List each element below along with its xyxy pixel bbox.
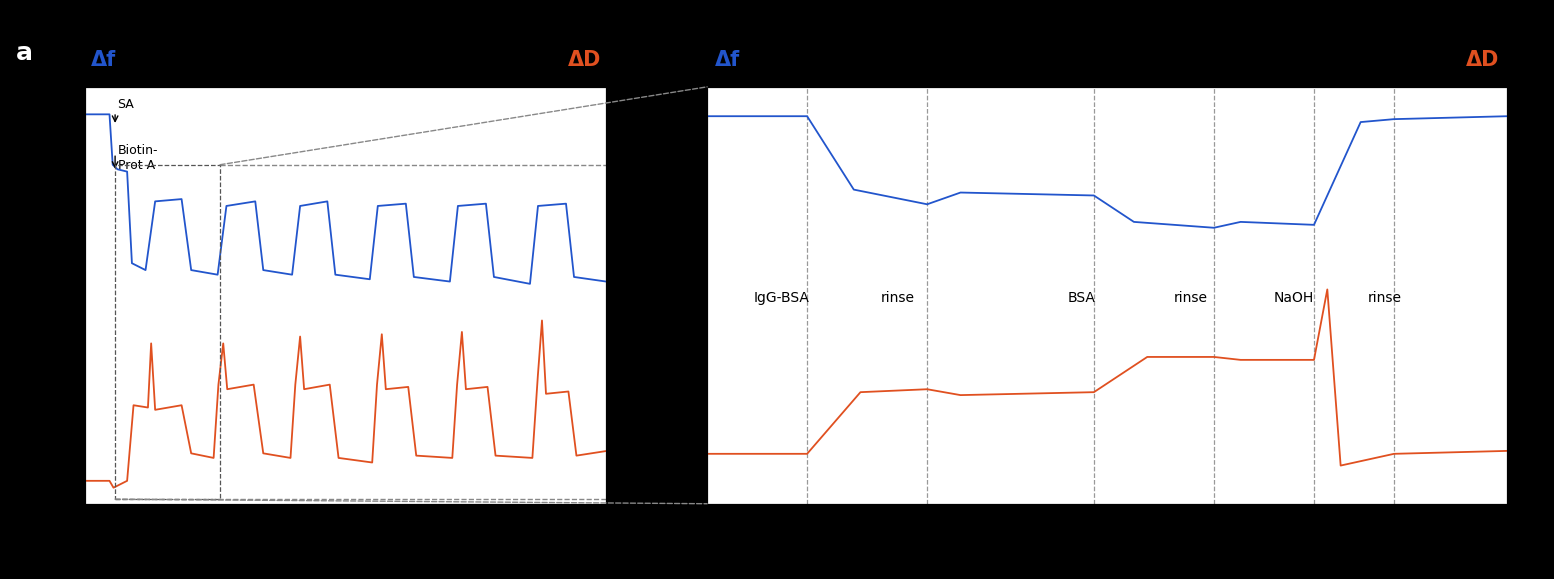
X-axis label: Time (min): Time (min) [1066, 533, 1148, 548]
Text: ΔD: ΔD [567, 50, 601, 70]
Text: Biotin-
Prot A: Biotin- Prot A [118, 144, 159, 172]
Text: ΔD: ΔD [1465, 50, 1500, 70]
Text: rinse: rinse [881, 291, 914, 305]
Text: Δf: Δf [90, 50, 117, 70]
Text: BSA: BSA [1068, 291, 1096, 305]
Text: rinse: rinse [1173, 291, 1207, 305]
Y-axis label: Dissipation (10 e-6): Dissipation (10 e-6) [1549, 227, 1554, 364]
Y-axis label: Frequency (Hz): Frequency (Hz) [639, 237, 654, 353]
Text: Δf: Δf [715, 50, 740, 70]
X-axis label: Time (min): Time (min) [305, 533, 387, 548]
Text: NaOH: NaOH [1274, 291, 1315, 305]
Y-axis label: Frequency (Hz): Frequency (Hz) [17, 237, 33, 353]
Y-axis label: Dissipation (10 e-6): Dissipation (10 e-6) [657, 227, 671, 364]
Text: IgG-BSA: IgG-BSA [754, 291, 810, 305]
Text: a: a [16, 41, 33, 64]
Text: rinse: rinse [1368, 291, 1402, 305]
Text: SA: SA [118, 98, 134, 111]
Bar [115, 165, 221, 499]
